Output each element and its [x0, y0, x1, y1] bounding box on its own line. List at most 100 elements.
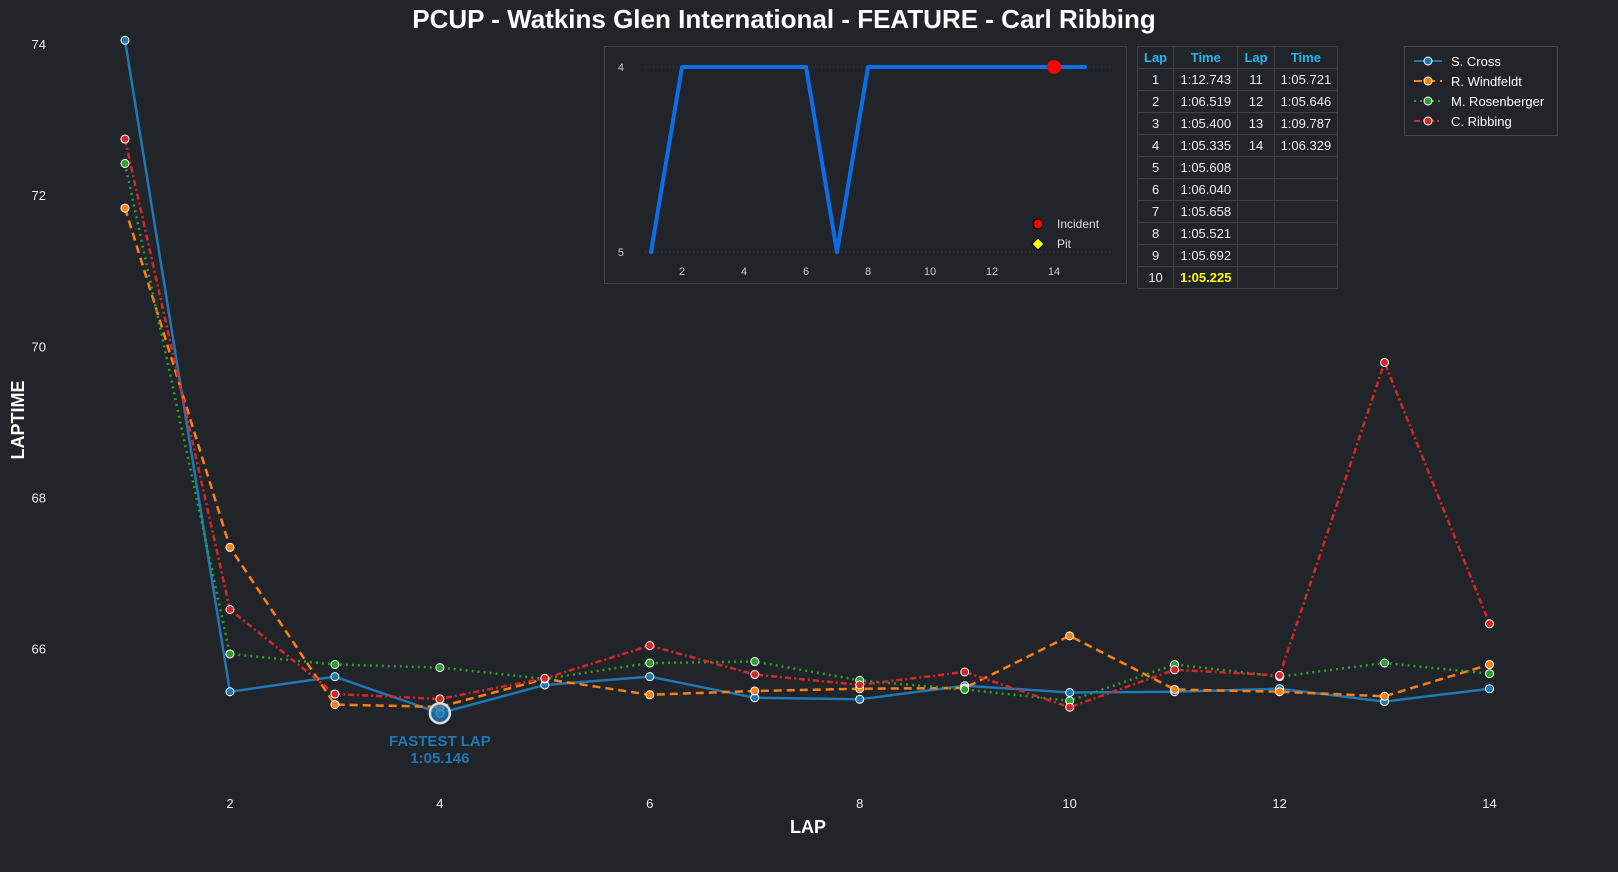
- column-header: Time: [1173, 46, 1239, 69]
- table-cell: 1:05.658: [1173, 200, 1239, 223]
- x-tick-label: 14: [1482, 796, 1496, 811]
- table-cell: 6: [1136, 178, 1175, 201]
- data-point: [540, 673, 550, 683]
- x-tick-label: 8: [856, 796, 863, 811]
- inset-y-tick-label: 4: [618, 62, 624, 74]
- data-point: [1485, 619, 1495, 629]
- y-axis-label: LAPTIME: [8, 381, 28, 460]
- table-cell: 1:09.787: [1273, 112, 1339, 135]
- table-cell: [1237, 178, 1275, 201]
- legend-item: M. Rosenberger: [1405, 91, 1557, 111]
- pit-legend-icon: [1031, 237, 1045, 251]
- inset-x-tick-label: 14: [1048, 266, 1060, 278]
- incident-legend-icon: [1032, 218, 1044, 230]
- table-cell: 1:05.721: [1273, 68, 1339, 91]
- table-cell: 1:06.519: [1173, 90, 1239, 113]
- table-row: 9 1:05.692: [1136, 244, 1339, 267]
- legend-swatch-icon: [1414, 76, 1442, 86]
- legend-label: R. Windfeldt: [1451, 73, 1522, 89]
- y-tick-label: 68: [32, 491, 46, 506]
- y-tick-label: 66: [32, 642, 46, 657]
- incident-marker: [1047, 60, 1061, 74]
- legend-item: R. Windfeldt: [1405, 71, 1557, 91]
- data-point: [1380, 691, 1390, 701]
- table-cell: [1273, 244, 1339, 267]
- table-row: 4 1:05.335 14 1:06.329: [1136, 134, 1339, 157]
- data-point: [225, 649, 235, 659]
- fastest-lap-time: 1:05.146: [410, 750, 469, 767]
- x-tick-label: 6: [646, 796, 653, 811]
- data-point: [435, 694, 445, 704]
- x-tick-label: 2: [226, 796, 233, 811]
- table-cell: [1237, 200, 1275, 223]
- table-row: 3 1:05.400 13 1:09.787: [1136, 112, 1339, 135]
- data-point: [1380, 357, 1390, 367]
- data-point: [1275, 670, 1285, 680]
- data-point: [120, 35, 130, 45]
- table-row: 10 1:05.225: [1136, 266, 1339, 289]
- inset-y-tick-label: 5: [618, 247, 624, 259]
- table-cell: 2: [1136, 90, 1175, 113]
- table-cell: 1:05.692: [1173, 244, 1239, 267]
- table-cell: 1:05.646: [1273, 90, 1339, 113]
- series-line-c-ribbing: [123, 138, 1491, 709]
- x-tick-label: 4: [436, 796, 443, 811]
- table-cell: 1:12.743: [1173, 68, 1239, 91]
- legend-item: S. Cross: [1405, 51, 1557, 71]
- data-point: [1170, 684, 1180, 694]
- fastest-lap-label: FASTEST LAP: [389, 733, 491, 750]
- data-point: [1065, 631, 1075, 641]
- series-line-r-windfeldt: [123, 207, 1490, 709]
- fastest-lap-marker: [428, 701, 452, 725]
- table-cell: 3: [1136, 112, 1175, 135]
- table-cell: 1:05.335: [1173, 134, 1239, 157]
- table-row: 1 1:12.743 11 1:05.721: [1136, 68, 1339, 91]
- y-tick-label: 74: [32, 37, 46, 52]
- x-axis-label: LAP: [790, 817, 826, 837]
- series-line-s-cross: [123, 40, 1490, 715]
- table-cell: 11: [1237, 68, 1275, 91]
- table-cell: [1273, 222, 1339, 245]
- legend-swatch-icon: [1414, 96, 1442, 106]
- table-cell: [1273, 266, 1339, 289]
- inset-x-tick-label: 8: [865, 266, 871, 278]
- table-row: 2 1:06.519 12 1:05.646: [1136, 90, 1339, 113]
- table-cell: 10: [1136, 266, 1175, 289]
- data-point: [960, 684, 970, 694]
- legend-label: C. Ribbing: [1451, 113, 1512, 129]
- legend-swatch-icon: [1414, 56, 1442, 66]
- table-row: 6 1:06.040: [1136, 178, 1339, 201]
- data-point: [1485, 669, 1495, 679]
- x-tick-label: 10: [1062, 796, 1076, 811]
- data-point: [645, 641, 655, 651]
- inset-x-tick-label: 10: [924, 266, 936, 278]
- data-point: [225, 604, 235, 614]
- table-cell: [1273, 178, 1339, 201]
- legend-label: S. Cross: [1451, 53, 1501, 69]
- y-tick-label: 70: [32, 339, 46, 354]
- table-cell: [1237, 244, 1275, 267]
- table-cell: 1:06.329: [1273, 134, 1339, 157]
- data-point: [1485, 684, 1495, 694]
- data-point: [750, 686, 760, 696]
- column-header: Time: [1273, 46, 1339, 69]
- table-cell: [1237, 156, 1275, 179]
- column-header: Lap: [1136, 46, 1175, 69]
- inset-x-tick-label: 6: [803, 266, 809, 278]
- inset-x-tick-label: 2: [679, 266, 685, 278]
- data-point: [855, 694, 865, 704]
- legend-swatch-icon: [1414, 116, 1442, 126]
- table-cell: 1:05.400: [1173, 112, 1239, 135]
- table-cell: [1273, 200, 1339, 223]
- column-header: Lap: [1237, 46, 1275, 69]
- data-point: [1485, 660, 1495, 670]
- table-cell: 1:05.521: [1173, 222, 1239, 245]
- table-cell: 1:06.040: [1173, 178, 1239, 201]
- data-point: [120, 134, 130, 144]
- table-cell: 1: [1136, 68, 1175, 91]
- data-point: [645, 690, 655, 700]
- table-cell: [1237, 222, 1275, 245]
- pit-legend-label: Pit: [1057, 237, 1072, 251]
- data-point: [1380, 658, 1390, 668]
